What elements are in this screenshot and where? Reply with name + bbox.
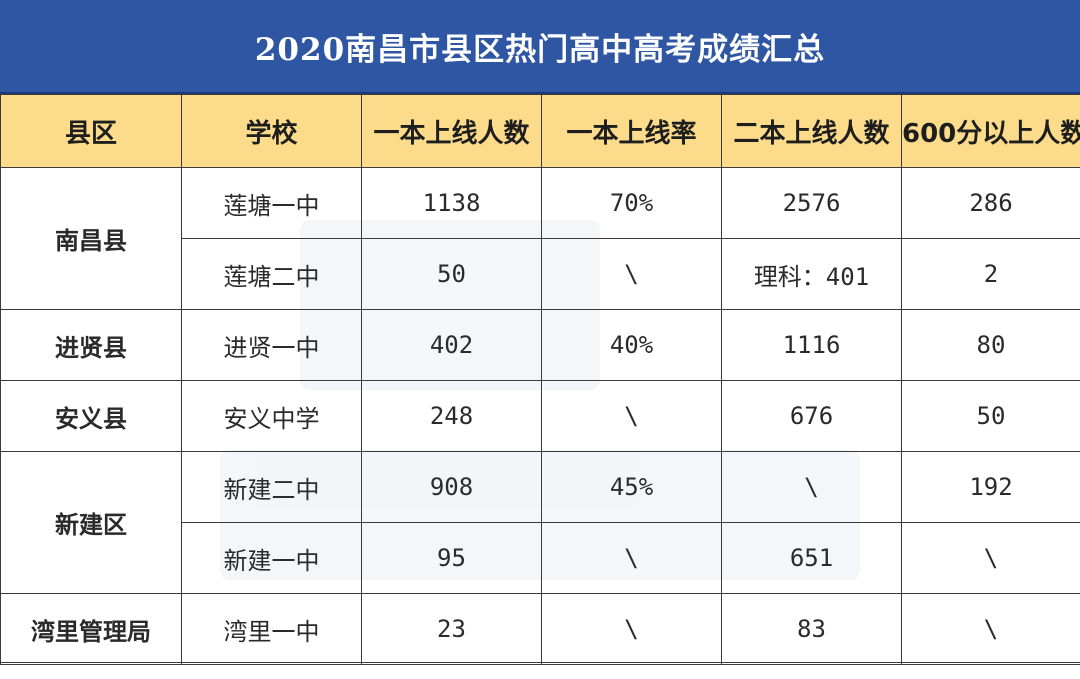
tier1-count-cell: 95 <box>361 522 542 594</box>
table-row: 新建区 新建二中 908 45% \ 192 <box>0 451 1080 594</box>
tier2-count-cell: 理科：401 <box>721 238 902 310</box>
table-row: 莲塘二中 50 \ 理科：401 2 <box>1 238 1080 310</box>
tier2-count-cell: 2576 <box>721 167 902 239</box>
county-cell: 南昌县 <box>0 167 182 310</box>
tier1-rate-cell: \ <box>541 238 722 310</box>
over600-count-cell: 80 <box>901 309 1080 381</box>
tier1-count-cell: 50 <box>361 238 542 310</box>
column-header-tier1-rate: 一本上线率 <box>541 94 722 168</box>
column-header-school: 学校 <box>181 94 362 168</box>
tier1-count-cell: 1138 <box>361 167 542 239</box>
table-row: 湾里管理局 湾里一中 23 \ 83 \ <box>0 593 1080 665</box>
over600-count-cell: \ <box>901 522 1080 594</box>
page-title: 2020南昌市县区热门高中高考成绩汇总 <box>0 0 1080 94</box>
tier2-count-cell: 83 <box>721 593 902 665</box>
table-row: 南昌县 莲塘一中 1138 70% 2576 286 <box>0 167 1080 310</box>
school-cell: 新建一中 <box>181 522 362 594</box>
county-cell: 新建区 <box>0 451 182 594</box>
over600-count-cell: 50 <box>901 380 1080 452</box>
tier2-count-cell: 1116 <box>721 309 902 381</box>
school-cell: 湾里一中 <box>181 593 362 665</box>
tier1-rate-cell: 70% <box>541 167 722 239</box>
tier1-rate-cell: \ <box>541 522 722 594</box>
school-cell: 安义中学 <box>181 380 362 452</box>
score-table: 县区 学校 一本上线人数 一本上线率 二本上线人数 600分以上人数 南昌县 莲… <box>0 94 1080 665</box>
tier1-count-cell: 908 <box>361 451 542 523</box>
table-header-row: 县区 学校 一本上线人数 一本上线率 二本上线人数 600分以上人数 <box>0 94 1080 168</box>
tier1-rate-cell: \ <box>541 380 722 452</box>
tier1-count-cell: 248 <box>361 380 542 452</box>
over600-count-cell: \ <box>901 593 1080 665</box>
over600-count-cell: 2 <box>901 238 1080 310</box>
column-header-tier2-count: 二本上线人数 <box>721 94 902 168</box>
school-cell: 莲塘二中 <box>181 238 362 310</box>
school-cell: 进贤一中 <box>181 309 362 381</box>
tier2-count-cell: \ <box>721 451 902 523</box>
tier1-rate-cell: \ <box>541 593 722 665</box>
column-header-county: 县区 <box>0 94 182 168</box>
county-cell: 湾里管理局 <box>0 593 182 665</box>
tier1-count-cell: 23 <box>361 593 542 665</box>
tier1-rate-cell: 45% <box>541 451 722 523</box>
over600-count-cell: 192 <box>901 451 1080 523</box>
tier1-count-cell: 402 <box>361 309 542 381</box>
tier1-rate-cell: 40% <box>541 309 722 381</box>
column-header-over600-count: 600分以上人数 <box>901 94 1080 168</box>
over600-count-cell: 286 <box>901 167 1080 239</box>
table-row: 新建一中 95 \ 651 \ <box>1 522 1080 594</box>
tier2-count-cell: 651 <box>721 522 902 594</box>
table-row: 进贤县 进贤一中 402 40% 1116 80 <box>0 309 1080 381</box>
school-cell: 莲塘一中 <box>181 167 362 239</box>
county-cell: 进贤县 <box>0 309 182 381</box>
column-header-tier1-count: 一本上线人数 <box>361 94 542 168</box>
school-cell: 新建二中 <box>181 451 362 523</box>
table-bottom-border <box>0 662 1080 679</box>
table-row: 安义县 安义中学 248 \ 676 50 <box>0 380 1080 452</box>
tier2-count-cell: 676 <box>721 380 902 452</box>
county-cell: 安义县 <box>0 380 182 452</box>
